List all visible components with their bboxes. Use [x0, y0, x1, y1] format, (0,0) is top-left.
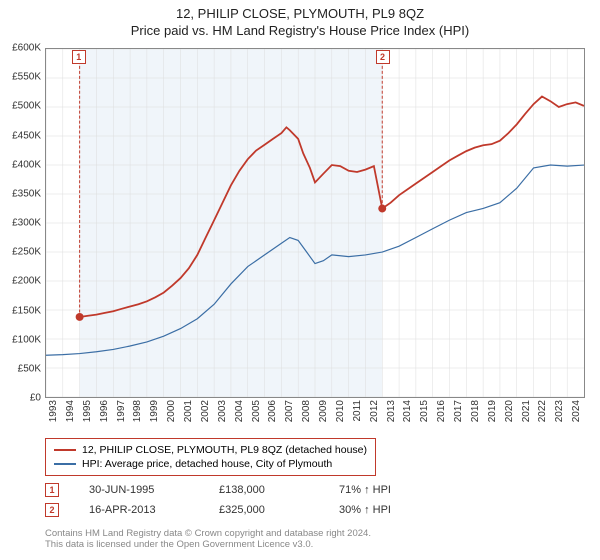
y-axis-label: £0 [30, 393, 41, 404]
price-chart: £0£50K£100K£150K£200K£250K£300K£350K£400… [45, 48, 585, 398]
x-axis-label: 1998 [132, 400, 143, 422]
x-axis-label: 1994 [65, 400, 76, 422]
x-axis-label: 2001 [183, 400, 194, 422]
transaction-pct: 71% ↑ HPI [339, 484, 429, 496]
x-axis-label: 2000 [166, 400, 177, 422]
chart-marker-badge: 2 [376, 50, 390, 64]
x-axis-label: 2012 [369, 400, 380, 422]
transaction-row: 2 16-APR-2013 £325,000 30% ↑ HPI [45, 500, 429, 520]
transaction-badge: 1 [45, 483, 59, 497]
attribution-line: This data is licensed under the Open Gov… [45, 539, 371, 550]
y-axis-label: £450K [12, 130, 41, 141]
attribution-line: Contains HM Land Registry data © Crown c… [45, 528, 371, 539]
transaction-date: 16-APR-2013 [89, 504, 189, 516]
transaction-badge: 2 [45, 503, 59, 517]
x-axis-label: 2011 [352, 400, 363, 422]
y-axis-label: £250K [12, 247, 41, 258]
attribution: Contains HM Land Registry data © Crown c… [45, 528, 371, 550]
page-title: 12, PHILIP CLOSE, PLYMOUTH, PL9 8QZ [0, 0, 600, 21]
x-axis-label: 1999 [149, 400, 160, 422]
y-axis-label: £300K [12, 218, 41, 229]
x-axis-label: 1997 [116, 400, 127, 422]
x-axis-label: 1996 [99, 400, 110, 422]
legend-label: 12, PHILIP CLOSE, PLYMOUTH, PL9 8QZ (det… [82, 444, 367, 456]
x-axis-label: 2005 [251, 400, 262, 422]
x-axis-label: 2016 [436, 400, 447, 422]
y-axis-label: £100K [12, 334, 41, 345]
x-axis-label: 2024 [571, 400, 582, 422]
legend-swatch [54, 449, 76, 451]
transaction-price: £138,000 [219, 484, 309, 496]
x-axis-label: 2006 [267, 400, 278, 422]
x-axis-label: 2019 [487, 400, 498, 422]
x-axis-label: 2002 [200, 400, 211, 422]
x-axis-label: 2004 [234, 400, 245, 422]
chart-svg [45, 48, 585, 398]
x-axis-label: 2018 [470, 400, 481, 422]
transactions-table: 1 30-JUN-1995 £138,000 71% ↑ HPI 2 16-AP… [45, 480, 429, 520]
y-axis-label: £600K [12, 43, 41, 54]
x-axis-label: 2014 [402, 400, 413, 422]
legend-swatch [54, 463, 76, 465]
transaction-pct: 30% ↑ HPI [339, 504, 429, 516]
x-axis-label: 2017 [453, 400, 464, 422]
transaction-date: 30-JUN-1995 [89, 484, 189, 496]
y-axis-label: £50K [18, 363, 41, 374]
x-axis-label: 2022 [537, 400, 548, 422]
page-subtitle: Price paid vs. HM Land Registry's House … [0, 21, 600, 38]
x-axis-label: 2008 [301, 400, 312, 422]
x-axis-label: 2020 [504, 400, 515, 422]
y-axis-label: £200K [12, 276, 41, 287]
legend-item: 12, PHILIP CLOSE, PLYMOUTH, PL9 8QZ (det… [54, 443, 367, 457]
legend: 12, PHILIP CLOSE, PLYMOUTH, PL9 8QZ (det… [45, 438, 376, 476]
y-axis-label: £350K [12, 188, 41, 199]
x-axis-label: 2013 [386, 400, 397, 422]
y-axis-label: £150K [12, 305, 41, 316]
transaction-row: 1 30-JUN-1995 £138,000 71% ↑ HPI [45, 480, 429, 500]
legend-label: HPI: Average price, detached house, City… [82, 458, 332, 470]
x-axis-label: 2021 [521, 400, 532, 422]
x-axis-label: 1993 [48, 400, 59, 422]
x-axis-label: 2009 [318, 400, 329, 422]
x-axis-label: 2015 [419, 400, 430, 422]
y-axis-label: £400K [12, 159, 41, 170]
legend-item: HPI: Average price, detached house, City… [54, 457, 367, 471]
transaction-price: £325,000 [219, 504, 309, 516]
chart-marker-badge: 1 [72, 50, 86, 64]
x-axis-label: 2023 [554, 400, 565, 422]
x-axis-label: 2003 [217, 400, 228, 422]
y-axis-label: £500K [12, 101, 41, 112]
x-axis-label: 2007 [284, 400, 295, 422]
y-axis-label: £550K [12, 72, 41, 83]
x-axis-label: 1995 [82, 400, 93, 422]
x-axis-label: 2010 [335, 400, 346, 422]
